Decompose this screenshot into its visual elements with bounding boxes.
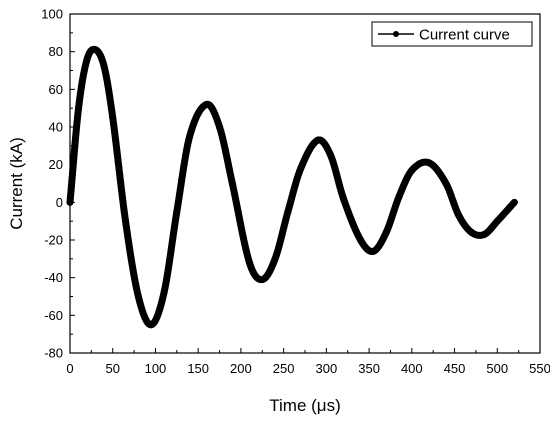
legend-label-current-curve: Current curve	[419, 27, 510, 44]
legend-marker	[393, 31, 399, 37]
data-point	[75, 104, 83, 112]
series-layer	[66, 45, 518, 329]
data-point	[186, 132, 194, 140]
data-point	[480, 230, 488, 238]
data-point	[455, 212, 463, 220]
y-tick-label: 100	[41, 7, 63, 22]
data-point	[228, 180, 236, 187]
data-point	[297, 164, 305, 172]
data-point	[216, 123, 224, 131]
x-tick-label: 150	[187, 361, 209, 376]
data-point	[339, 195, 347, 203]
y-tick-label: -60	[44, 308, 63, 323]
data-point	[284, 208, 292, 216]
y-tick-label: 80	[49, 44, 63, 59]
data-point	[134, 293, 142, 300]
data-point	[382, 228, 390, 236]
data-point	[147, 321, 155, 329]
data-point	[369, 247, 377, 255]
data-point	[173, 208, 181, 216]
x-axis-title: Time (μs)	[269, 396, 341, 415]
data-point	[493, 217, 501, 225]
data-point	[357, 236, 365, 244]
data-point	[314, 136, 322, 144]
data-point	[100, 63, 108, 71]
data-point	[92, 46, 100, 54]
x-tick-label: 250	[273, 361, 295, 376]
y-tick-label: -80	[44, 346, 63, 361]
legend: Current curve	[371, 21, 533, 47]
y-axis-title: Current (kA)	[7, 137, 26, 230]
plot-frame	[69, 13, 541, 354]
y-tick-label: 20	[49, 157, 63, 172]
data-point	[109, 114, 117, 122]
data-point	[203, 100, 211, 108]
data-point	[510, 198, 518, 206]
data-point	[160, 289, 168, 297]
x-tick-label: 350	[358, 361, 380, 376]
x-tick-label: 500	[486, 361, 508, 376]
data-point	[425, 159, 433, 167]
data-point	[408, 166, 416, 174]
x-tick-label: 50	[105, 361, 119, 376]
data-point	[271, 255, 279, 263]
x-tick-label: 400	[401, 361, 423, 376]
x-tick-label: 100	[145, 361, 167, 376]
data-point	[395, 193, 403, 201]
series-line-0	[66, 45, 518, 329]
data-point	[83, 55, 91, 63]
y-tick-label: 60	[49, 82, 63, 97]
x-tick-label: 0	[66, 361, 73, 376]
y-tick-label: 40	[49, 120, 63, 135]
x-tick-label: 550	[529, 361, 550, 376]
data-point	[122, 217, 130, 225]
data-point	[327, 151, 335, 159]
y-tick-label: -40	[44, 270, 63, 285]
x-tick-label: 200	[230, 361, 252, 376]
x-tick-label: 300	[316, 361, 338, 376]
y-tick-label: -20	[44, 233, 63, 248]
data-point	[442, 180, 450, 187]
x-tick-label: 450	[444, 361, 466, 376]
y-tick-label: 0	[56, 195, 63, 210]
data-point	[245, 259, 253, 267]
data-point	[258, 276, 266, 284]
tick-labels: 0 50 100 150 200 250 300 350 400 450 500 550-80-60-…	[41, 7, 550, 377]
data-point	[468, 228, 476, 236]
